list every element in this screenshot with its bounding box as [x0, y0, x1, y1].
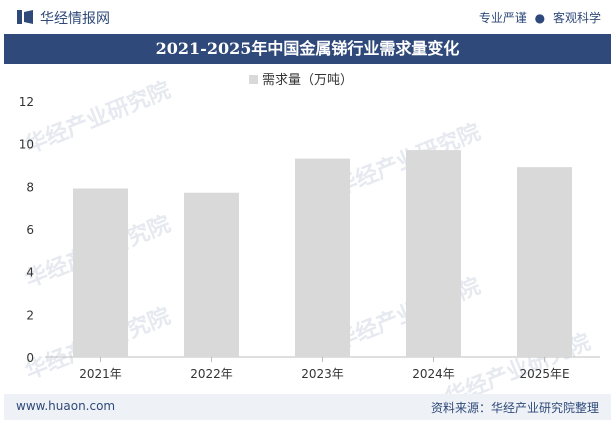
bar — [73, 188, 128, 357]
x-tick-label: 2024年 — [412, 367, 455, 381]
y-tick-label: 10 — [19, 138, 34, 152]
logo-icon — [17, 10, 33, 24]
bar — [295, 158, 350, 357]
y-tick-label: 8 — [26, 180, 34, 194]
logo-text: 华经情报网 — [40, 11, 110, 27]
bar — [184, 192, 239, 357]
x-tick-label: 2025年E — [519, 367, 569, 381]
x-tick-label: 2021年 — [79, 367, 122, 381]
title-bar: 2021-2025年中国金属锑行业需求量变化 — [4, 34, 611, 64]
y-tick-label: 6 — [26, 223, 34, 237]
footer: www.huaon.com 资料来源：华经产业研究院整理 — [4, 394, 611, 420]
chart-area: 华经产业研究院 华经产业研究院 华经产业研究院 华经产业研究院 华经产业研究院 … — [0, 64, 615, 411]
slogan-left: 专业严谨 — [478, 11, 527, 25]
x-tick-label: 2022年 — [190, 367, 233, 381]
legend-label: 需求量（万吨） — [262, 73, 353, 88]
y-tick-label: 12 — [19, 95, 34, 109]
x-tick-label: 2023年 — [301, 367, 344, 381]
slogan-separator: ● — [534, 11, 546, 25]
top-bar: 华经情报网 专业严谨 ● 客观科学 — [0, 0, 615, 34]
bar-chart: 需求量（万吨） 0 2 4 6 8 10 12 2021年 2022年 2023年 2024年 2025… — [19, 73, 600, 381]
chart-title: 2021-2025年中国金属锑行业需求量变化 — [155, 39, 460, 58]
slogan-right: 客观科学 — [552, 11, 601, 25]
y-tick-label: 4 — [26, 266, 34, 280]
footer-source: 资料来源：华经产业研究院整理 — [430, 401, 599, 415]
y-tick-label: 2 — [26, 308, 34, 322]
footer-url[interactable]: www.huaon.com — [16, 399, 116, 413]
legend-swatch — [249, 75, 258, 84]
y-tick-label: 0 — [26, 351, 34, 365]
slogan: 专业严谨 ● 客观科学 — [479, 9, 601, 26]
bar — [406, 150, 461, 357]
bar — [517, 167, 572, 357]
